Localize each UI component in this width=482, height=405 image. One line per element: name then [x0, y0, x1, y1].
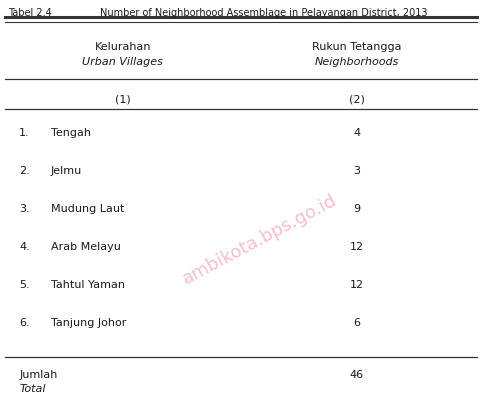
Text: (2): (2)	[349, 94, 364, 104]
Text: Rukun Tetangga: Rukun Tetangga	[312, 42, 402, 52]
Text: Jelmu: Jelmu	[51, 166, 82, 175]
Text: Tengah: Tengah	[51, 128, 91, 138]
Text: Kelurahan: Kelurahan	[94, 42, 151, 52]
Text: 12: 12	[349, 279, 364, 289]
Text: Arab Melayu: Arab Melayu	[51, 241, 121, 252]
Text: 9: 9	[353, 203, 360, 213]
Text: (1): (1)	[115, 94, 131, 104]
Text: Jumlah: Jumlah	[19, 369, 58, 379]
Text: 3.: 3.	[19, 203, 30, 213]
Text: 2.: 2.	[19, 166, 30, 175]
Text: 3: 3	[353, 166, 360, 175]
Text: 12: 12	[349, 241, 364, 252]
Text: 46: 46	[349, 369, 364, 379]
Text: Tabel 2.4: Tabel 2.4	[8, 8, 52, 18]
Text: 1.: 1.	[19, 128, 30, 138]
Text: 5.: 5.	[19, 279, 30, 289]
Text: Urban Villages: Urban Villages	[82, 57, 163, 67]
Text: Number of Neighborhood Assemblage in Pelayangan District, 2013: Number of Neighborhood Assemblage in Pel…	[100, 8, 428, 18]
Text: Total: Total	[19, 383, 46, 393]
Text: Tanjung Johor: Tanjung Johor	[51, 317, 126, 327]
Text: Tahtul Yaman: Tahtul Yaman	[51, 279, 125, 289]
Text: 6: 6	[353, 317, 360, 327]
Text: 4: 4	[353, 128, 360, 138]
Text: Mudung Laut: Mudung Laut	[51, 203, 124, 213]
Text: 6.: 6.	[19, 317, 30, 327]
Text: Neighborhoods: Neighborhoods	[314, 57, 399, 67]
Text: 4.: 4.	[19, 241, 30, 252]
Text: ambikota.bps.go.id: ambikota.bps.go.id	[180, 191, 340, 288]
